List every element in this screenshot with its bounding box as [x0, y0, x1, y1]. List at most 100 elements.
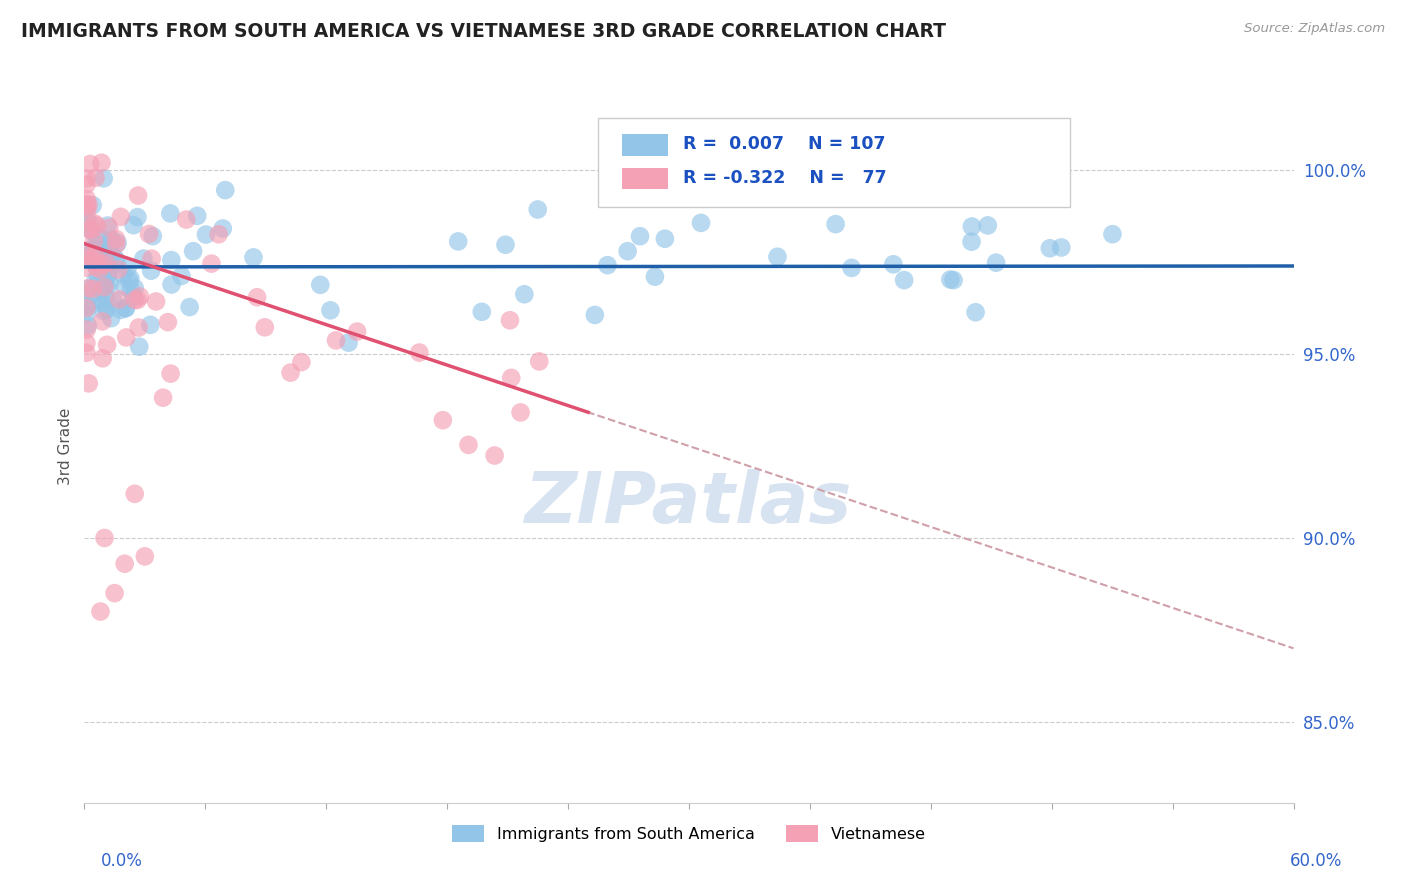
Point [84, 170, 107, 185]
Point [96, 278, 118, 293]
Point [84, 256, 107, 270]
Point [93, 276, 115, 290]
Point [616, 244, 638, 259]
Point [96, 302, 118, 317]
Point [77, 251, 100, 265]
Point [100, 311, 122, 326]
Point [104, 252, 127, 266]
Point [509, 405, 531, 419]
Point [105, 257, 128, 271]
Text: Source: ZipAtlas.com: Source: ZipAtlas.com [1244, 22, 1385, 36]
Point [76, 322, 98, 336]
Point [596, 258, 619, 272]
Point [499, 313, 522, 327]
Point [100, 234, 122, 248]
Point [246, 290, 269, 304]
Point [105, 232, 128, 246]
Point [253, 320, 276, 334]
Point [644, 269, 666, 284]
Point [84, 248, 107, 262]
Text: 60.0%: 60.0% [1291, 852, 1343, 870]
FancyBboxPatch shape [623, 134, 668, 155]
Point [83, 252, 105, 266]
Point [159, 367, 181, 381]
Point [526, 202, 548, 217]
FancyBboxPatch shape [623, 168, 668, 189]
Point [96, 219, 118, 233]
Point [97, 253, 120, 268]
Point [77, 197, 100, 211]
Point [75, 307, 97, 321]
Point [211, 221, 233, 235]
Point [84, 260, 107, 274]
Point [91, 314, 114, 328]
Point [120, 271, 142, 285]
Point [447, 235, 470, 249]
Point [118, 273, 141, 287]
Point [104, 586, 127, 600]
Point [841, 260, 863, 275]
Point [160, 277, 183, 292]
Y-axis label: 3rd Grade: 3rd Grade [58, 408, 73, 484]
Point [128, 340, 150, 354]
Point [124, 281, 146, 295]
Point [98, 277, 121, 291]
Point [83, 216, 105, 230]
Point [93, 274, 115, 288]
Point [107, 262, 129, 277]
Text: IMMIGRANTS FROM SOUTH AMERICA VS VIETNAMESE 3RD GRADE CORRELATION CHART: IMMIGRANTS FROM SOUTH AMERICA VS VIETNAM… [21, 22, 946, 41]
Point [513, 287, 536, 301]
Point [93, 280, 115, 294]
Point [1039, 241, 1062, 255]
Point [110, 302, 132, 317]
Point [75, 197, 97, 211]
Point [80, 224, 103, 238]
Point [127, 210, 149, 224]
Point [139, 318, 162, 332]
Point [280, 366, 302, 380]
Point [90, 245, 112, 260]
Point [115, 330, 138, 344]
Point [76, 248, 98, 262]
Point [495, 237, 517, 252]
Point [75, 260, 97, 275]
Point [75, 178, 97, 192]
Point [96, 256, 118, 270]
Point [89, 293, 111, 307]
Point [77, 222, 100, 236]
Point [100, 233, 122, 247]
Point [76, 192, 98, 206]
Point [110, 210, 132, 224]
Point [105, 237, 128, 252]
Point [186, 209, 208, 223]
Point [90, 230, 112, 244]
Point [93, 171, 115, 186]
Point [893, 273, 915, 287]
Point [628, 229, 651, 244]
Point [128, 320, 150, 334]
Point [129, 289, 152, 303]
Point [115, 301, 138, 315]
Point [200, 257, 222, 271]
Point [84, 228, 107, 243]
Point [96, 267, 118, 281]
Point [152, 391, 174, 405]
Point [87, 268, 110, 283]
Point [138, 227, 160, 241]
Point [76, 301, 98, 315]
Point [112, 268, 135, 282]
Point [174, 212, 197, 227]
Point [77, 376, 100, 391]
Point [984, 255, 1007, 269]
Point [325, 334, 347, 348]
Point [114, 301, 136, 316]
Point [309, 277, 332, 292]
Point [457, 438, 479, 452]
Point [82, 287, 104, 301]
Point [132, 252, 155, 266]
Point [101, 249, 124, 263]
Point [156, 315, 179, 329]
Point [939, 272, 962, 286]
Point [87, 277, 110, 292]
Point [76, 281, 98, 295]
